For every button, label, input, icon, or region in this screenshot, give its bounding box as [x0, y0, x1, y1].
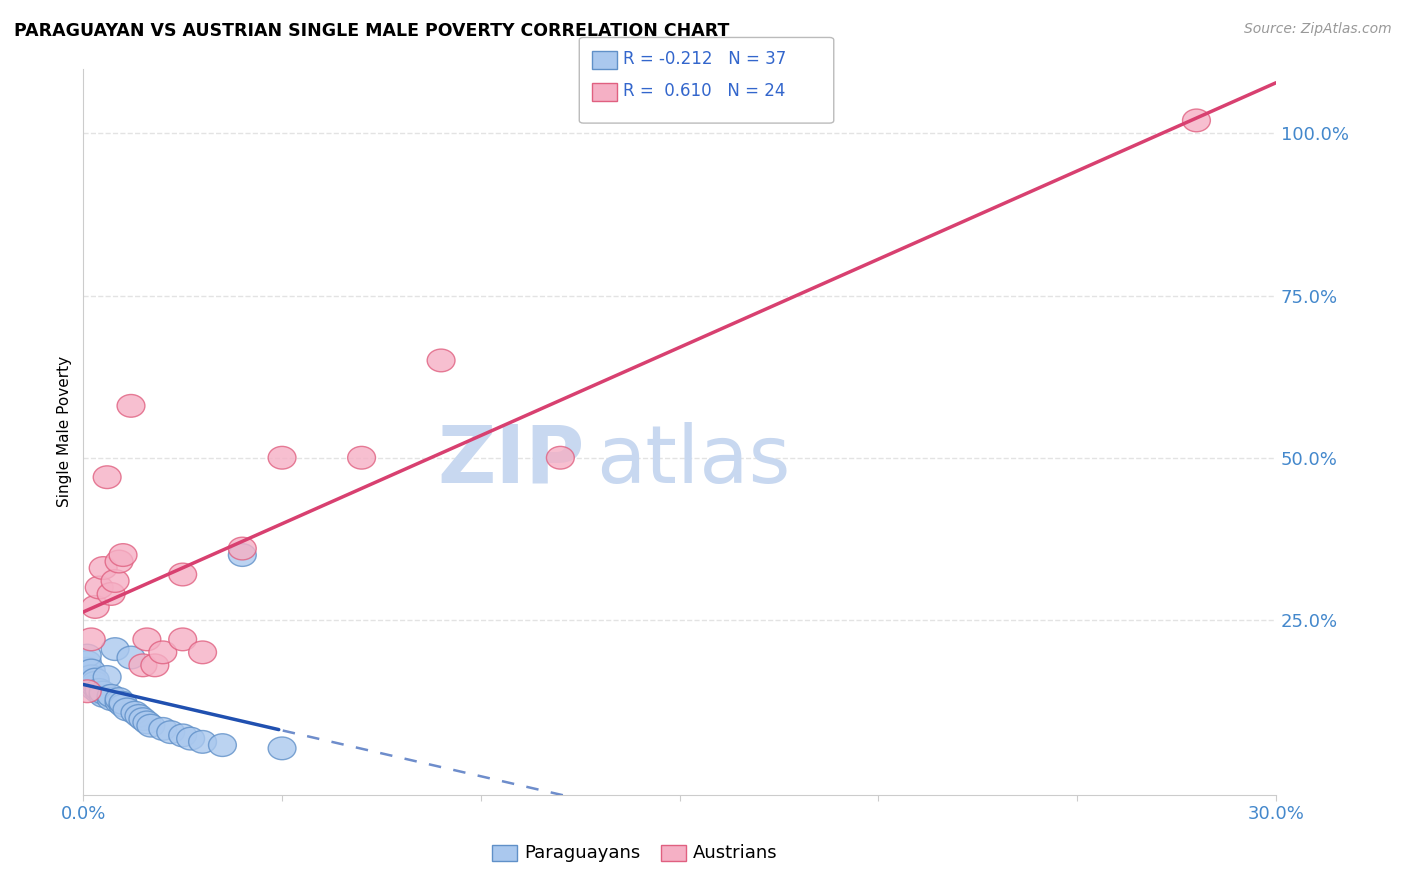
Ellipse shape — [82, 668, 110, 691]
Ellipse shape — [157, 721, 184, 744]
Ellipse shape — [149, 641, 177, 664]
Ellipse shape — [169, 724, 197, 747]
Ellipse shape — [89, 684, 117, 707]
Ellipse shape — [427, 349, 456, 372]
Ellipse shape — [77, 628, 105, 651]
Ellipse shape — [117, 646, 145, 669]
Ellipse shape — [105, 688, 134, 710]
Ellipse shape — [149, 717, 177, 740]
Ellipse shape — [101, 638, 129, 660]
Text: R =  0.610   N = 24: R = 0.610 N = 24 — [623, 82, 785, 100]
Ellipse shape — [269, 737, 297, 760]
Ellipse shape — [93, 665, 121, 689]
Ellipse shape — [110, 694, 136, 717]
Ellipse shape — [73, 680, 101, 703]
Ellipse shape — [86, 681, 112, 704]
Ellipse shape — [77, 665, 105, 688]
Ellipse shape — [117, 394, 145, 417]
Ellipse shape — [105, 691, 134, 714]
Ellipse shape — [188, 731, 217, 753]
Ellipse shape — [547, 446, 574, 469]
Ellipse shape — [73, 657, 101, 680]
Ellipse shape — [82, 678, 110, 701]
Ellipse shape — [269, 446, 297, 469]
Ellipse shape — [112, 698, 141, 721]
Ellipse shape — [136, 714, 165, 737]
Ellipse shape — [82, 672, 110, 694]
Ellipse shape — [89, 557, 117, 580]
Ellipse shape — [129, 708, 157, 731]
Text: Paraguayans: Paraguayans — [524, 844, 641, 862]
Text: PARAGUAYAN VS AUSTRIAN SINGLE MALE POVERTY CORRELATION CHART: PARAGUAYAN VS AUSTRIAN SINGLE MALE POVER… — [14, 22, 730, 40]
Ellipse shape — [228, 537, 256, 560]
Ellipse shape — [73, 651, 101, 673]
Ellipse shape — [73, 644, 101, 667]
Ellipse shape — [86, 576, 112, 599]
Text: ZIP: ZIP — [437, 422, 585, 500]
Ellipse shape — [77, 659, 105, 681]
Ellipse shape — [228, 544, 256, 566]
Ellipse shape — [134, 711, 160, 734]
Ellipse shape — [97, 684, 125, 707]
Ellipse shape — [86, 679, 112, 701]
Text: atlas: atlas — [596, 422, 790, 500]
Ellipse shape — [93, 466, 121, 489]
Ellipse shape — [82, 596, 110, 618]
Ellipse shape — [82, 674, 110, 698]
Ellipse shape — [105, 550, 134, 573]
Text: Source: ZipAtlas.com: Source: ZipAtlas.com — [1244, 22, 1392, 37]
Ellipse shape — [169, 563, 197, 586]
Ellipse shape — [347, 446, 375, 469]
Ellipse shape — [121, 701, 149, 724]
Ellipse shape — [110, 544, 136, 566]
Ellipse shape — [169, 628, 197, 651]
Ellipse shape — [134, 628, 160, 651]
Ellipse shape — [77, 668, 105, 691]
Text: R = -0.212   N = 37: R = -0.212 N = 37 — [623, 50, 786, 68]
Ellipse shape — [177, 727, 204, 750]
Ellipse shape — [110, 691, 136, 714]
Ellipse shape — [97, 688, 125, 710]
Ellipse shape — [1182, 109, 1211, 132]
Ellipse shape — [101, 570, 129, 592]
Ellipse shape — [129, 654, 157, 677]
Ellipse shape — [97, 582, 125, 606]
Ellipse shape — [208, 734, 236, 756]
Y-axis label: Single Male Poverty: Single Male Poverty — [58, 356, 72, 508]
Text: Austrians: Austrians — [693, 844, 778, 862]
Ellipse shape — [89, 681, 117, 704]
Ellipse shape — [188, 641, 217, 664]
Ellipse shape — [141, 654, 169, 677]
Ellipse shape — [125, 705, 153, 727]
